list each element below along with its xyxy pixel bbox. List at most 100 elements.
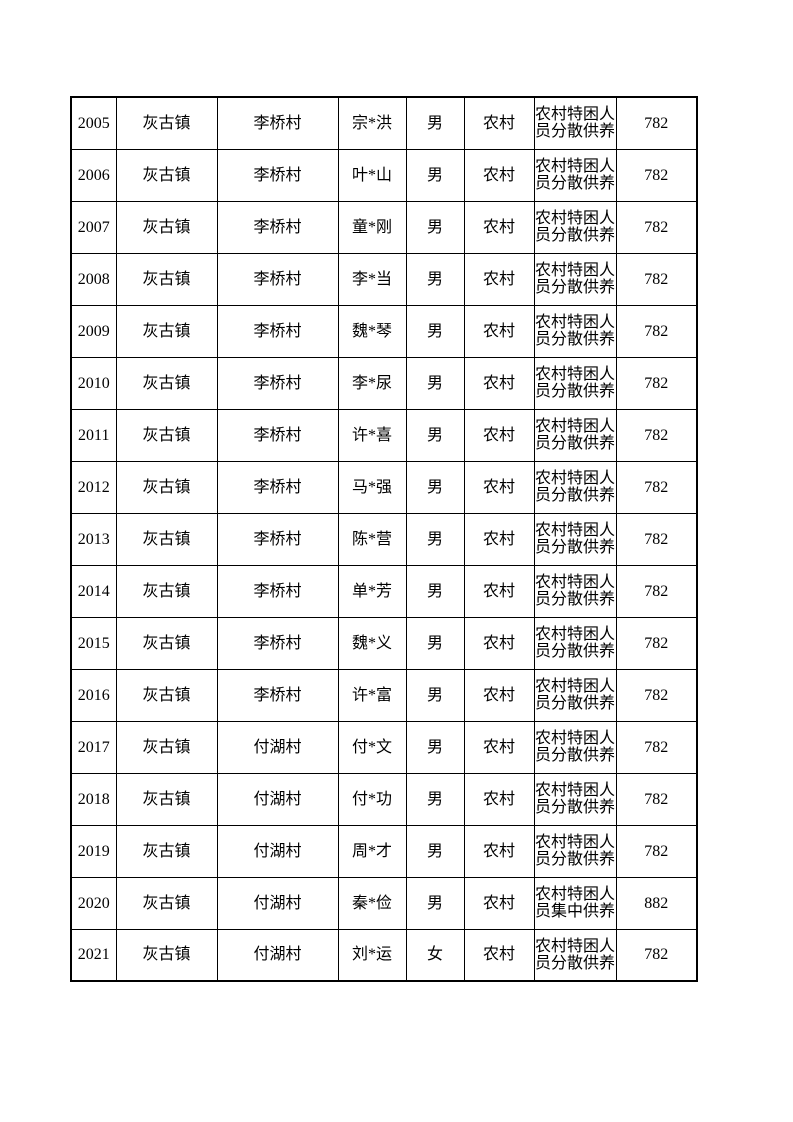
cell-amount: 782 [615,304,698,358]
cell-gender: 男 [405,460,465,514]
cell-support-type: 农村特困人员分散供养 [533,252,617,306]
cell-town: 灰古镇 [115,616,218,670]
cell-gender: 男 [405,408,465,462]
cell-name: 叶*山 [337,148,407,202]
cell-seq: 2007 [70,200,117,254]
cell-seq: 2015 [70,616,117,670]
cell-amount: 782 [615,772,698,826]
cell-name: 李*当 [337,252,407,306]
cell-gender: 男 [405,148,465,202]
cell-seq: 2011 [70,408,117,462]
cell-name: 单*芳 [337,564,407,618]
cell-town: 灰古镇 [115,356,218,410]
cell-gender: 女 [405,928,465,982]
cell-seq: 2017 [70,720,117,774]
cell-name: 周*才 [337,824,407,878]
table-row: 2012 灰古镇 李桥村 马*强 男 农村 农村特困人员分散供养 782 [70,460,698,514]
cell-residence: 农村 [463,824,535,878]
table-row: 2015 灰古镇 李桥村 魏*义 男 农村 农村特困人员分散供养 782 [70,616,698,670]
table-row: 2007 灰古镇 李桥村 童*刚 男 农村 农村特困人员分散供养 782 [70,200,698,254]
cell-seq: 2014 [70,564,117,618]
table-row: 2017 灰古镇 付湖村 付*文 男 农村 农村特困人员分散供养 782 [70,720,698,774]
cell-residence: 农村 [463,96,535,150]
cell-village: 付湖村 [216,824,339,878]
table-row: 2019 灰古镇 付湖村 周*才 男 农村 农村特困人员分散供养 782 [70,824,698,878]
cell-support-type: 农村特困人员分散供养 [533,148,617,202]
cell-amount: 782 [615,564,698,618]
cell-village: 李桥村 [216,148,339,202]
table-row: 2021 灰古镇 付湖村 刘*运 女 农村 农村特困人员分散供养 782 [70,928,698,982]
cell-amount: 782 [615,96,698,150]
cell-amount: 782 [615,668,698,722]
cell-village: 李桥村 [216,408,339,462]
cell-support-type: 农村特困人员分散供养 [533,720,617,774]
cell-gender: 男 [405,876,465,930]
cell-name: 陈*营 [337,512,407,566]
cell-support-type: 农村特困人员分散供养 [533,460,617,514]
cell-village: 李桥村 [216,200,339,254]
cell-name: 付*文 [337,720,407,774]
cell-village: 付湖村 [216,772,339,826]
cell-name: 童*刚 [337,200,407,254]
cell-support-type: 农村特困人员分散供养 [533,928,617,982]
cell-residence: 农村 [463,408,535,462]
table-body: 2005 灰古镇 李桥村 宗*洪 男 农村 农村特困人员分散供养 782 200… [70,96,698,982]
cell-amount: 782 [615,148,698,202]
cell-residence: 农村 [463,148,535,202]
cell-seq: 2020 [70,876,117,930]
table-row: 2011 灰古镇 李桥村 许*喜 男 农村 农村特困人员分散供养 782 [70,408,698,462]
cell-name: 李*尿 [337,356,407,410]
cell-town: 灰古镇 [115,564,218,618]
cell-residence: 农村 [463,564,535,618]
cell-residence: 农村 [463,200,535,254]
cell-amount: 782 [615,408,698,462]
cell-residence: 农村 [463,356,535,410]
cell-town: 灰古镇 [115,408,218,462]
table-row: 2020 灰古镇 付湖村 秦*俭 男 农村 农村特困人员集中供养 882 [70,876,698,930]
cell-seq: 2019 [70,824,117,878]
cell-name: 付*功 [337,772,407,826]
cell-seq: 2013 [70,512,117,566]
records-table: 2005 灰古镇 李桥村 宗*洪 男 农村 农村特困人员分散供养 782 200… [70,96,698,982]
cell-residence: 农村 [463,252,535,306]
cell-town: 灰古镇 [115,928,218,982]
cell-town: 灰古镇 [115,876,218,930]
cell-residence: 农村 [463,304,535,358]
cell-town: 灰古镇 [115,772,218,826]
cell-support-type: 农村特困人员分散供养 [533,616,617,670]
cell-town: 灰古镇 [115,148,218,202]
cell-town: 灰古镇 [115,460,218,514]
cell-town: 灰古镇 [115,304,218,358]
cell-support-type: 农村特困人员分散供养 [533,824,617,878]
cell-village: 李桥村 [216,460,339,514]
cell-name: 宗*洪 [337,96,407,150]
cell-support-type: 农村特困人员集中供养 [533,876,617,930]
cell-gender: 男 [405,668,465,722]
cell-name: 许*喜 [337,408,407,462]
cell-support-type: 农村特困人员分散供养 [533,304,617,358]
cell-seq: 2021 [70,928,117,982]
cell-amount: 782 [615,512,698,566]
cell-amount: 782 [615,928,698,982]
cell-name: 许*富 [337,668,407,722]
cell-amount: 782 [615,356,698,410]
table-row: 2010 灰古镇 李桥村 李*尿 男 农村 农村特困人员分散供养 782 [70,356,698,410]
cell-village: 付湖村 [216,720,339,774]
cell-town: 灰古镇 [115,824,218,878]
cell-amount: 782 [615,200,698,254]
cell-village: 李桥村 [216,616,339,670]
cell-residence: 农村 [463,720,535,774]
cell-name: 魏*琴 [337,304,407,358]
cell-residence: 农村 [463,668,535,722]
table-row: 2014 灰古镇 李桥村 单*芳 男 农村 农村特困人员分散供养 782 [70,564,698,618]
cell-town: 灰古镇 [115,200,218,254]
table-row: 2008 灰古镇 李桥村 李*当 男 农村 农村特困人员分散供养 782 [70,252,698,306]
cell-gender: 男 [405,824,465,878]
cell-village: 李桥村 [216,668,339,722]
cell-residence: 农村 [463,616,535,670]
cell-village: 李桥村 [216,96,339,150]
cell-village: 付湖村 [216,876,339,930]
cell-amount: 782 [615,460,698,514]
cell-support-type: 农村特困人员分散供养 [533,668,617,722]
